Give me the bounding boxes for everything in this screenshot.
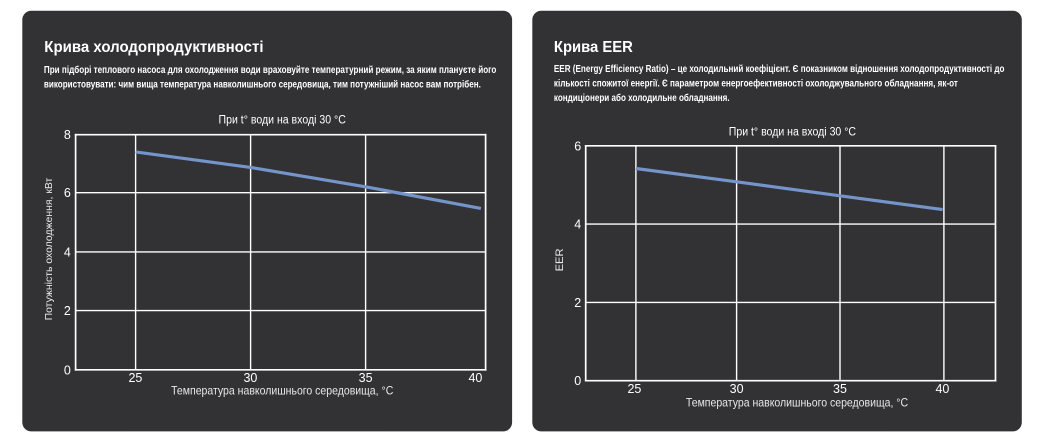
svg-text:25: 25 — [128, 371, 142, 385]
svg-text:використовувати: чим вища темп: використовувати: чим вища температура на… — [44, 79, 481, 91]
svg-text:Крива EER: Крива EER — [554, 39, 633, 56]
svg-text:6: 6 — [64, 186, 71, 200]
svg-text:2: 2 — [574, 296, 581, 310]
svg-text:Температура навколишнього сере: Температура навколишнього середовища, °C — [686, 396, 908, 410]
svg-text:40: 40 — [935, 382, 949, 396]
svg-text:35: 35 — [359, 371, 373, 385]
svg-text:При підборі теплового насоса д: При підборі теплового насоса для охолодж… — [44, 64, 497, 76]
svg-text:0: 0 — [64, 363, 71, 377]
svg-text:4: 4 — [64, 245, 71, 259]
svg-text:При t° води на вході 30 °C: При t° води на вході 30 °C — [729, 126, 856, 138]
svg-text:Потужність охолодження, кВт: Потужність охолодження, кВт — [43, 178, 55, 321]
svg-text:EER: EER — [554, 248, 566, 271]
svg-text:кількості спожитої енергії. Є: кількості спожитої енергії. Є параметром… — [554, 77, 958, 89]
svg-text:40: 40 — [468, 371, 482, 385]
svg-text:2: 2 — [64, 304, 71, 318]
svg-text:4: 4 — [574, 218, 581, 232]
svg-text:кондиціонери або холодильне об: кондиціонери або холодильне обладнання. — [554, 92, 730, 104]
svg-text:0: 0 — [574, 374, 581, 388]
svg-text:При t° води на вході 30 °C: При t° води на вході 30 °C — [219, 114, 346, 126]
svg-text:Температура навколишнього сере: Температура навколишнього середовища, °C — [171, 384, 393, 398]
svg-text:EER (Energy Efficiency Ratio): EER (Energy Efficiency Ratio) – це холод… — [554, 63, 1005, 75]
svg-text:35: 35 — [833, 382, 847, 396]
svg-text:6: 6 — [574, 139, 581, 153]
svg-text:25: 25 — [627, 382, 641, 396]
svg-text:30: 30 — [730, 382, 744, 396]
svg-text:30: 30 — [243, 371, 257, 385]
svg-text:Крива холодопродуктивності: Крива холодопродуктивності — [44, 39, 263, 56]
svg-text:8: 8 — [64, 128, 71, 142]
